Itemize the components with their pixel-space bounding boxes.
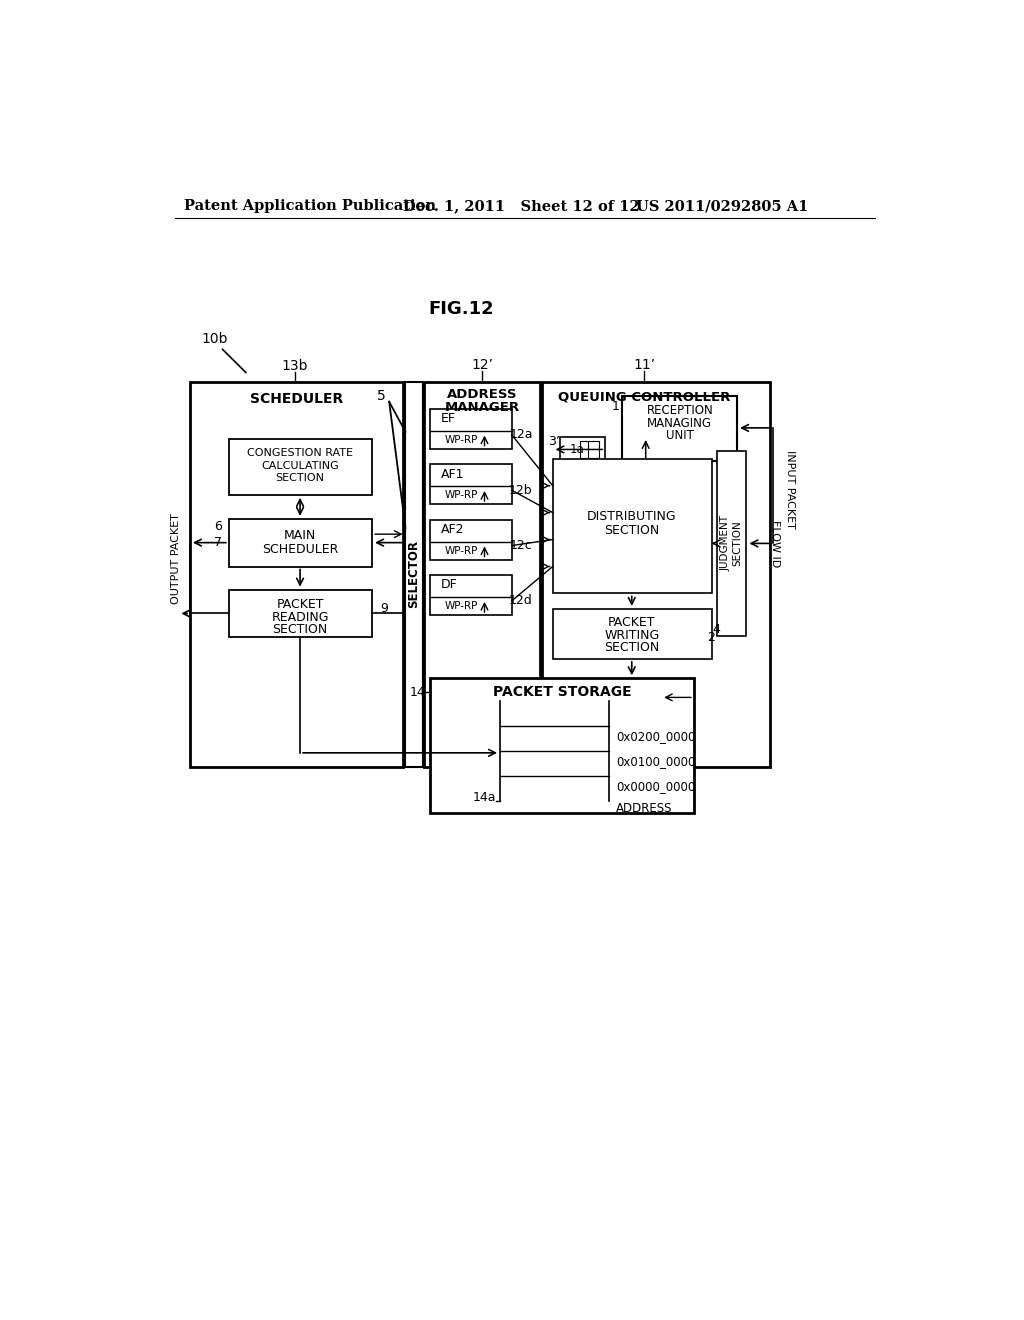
Text: 11’: 11’ bbox=[633, 358, 655, 372]
Text: US 2011/0292805 A1: US 2011/0292805 A1 bbox=[636, 199, 808, 213]
Text: EF: EF bbox=[441, 412, 456, 425]
Text: 0x0000_0000: 0x0000_0000 bbox=[616, 780, 695, 793]
Text: MAIN: MAIN bbox=[284, 529, 316, 543]
Text: PACKET STORAGE: PACKET STORAGE bbox=[493, 685, 632, 700]
Text: 4: 4 bbox=[713, 623, 720, 636]
Text: 2: 2 bbox=[707, 631, 715, 644]
Bar bbox=[430, 520, 512, 560]
Text: 1a: 1a bbox=[569, 444, 585, 455]
Bar bbox=[717, 451, 746, 636]
Text: SCHEDULER: SCHEDULER bbox=[262, 543, 338, 556]
Bar bbox=[580, 441, 599, 458]
Text: 12d: 12d bbox=[509, 594, 532, 607]
Text: 5: 5 bbox=[377, 388, 386, 403]
Bar bbox=[228, 519, 372, 566]
Text: OUTPUT PACKET: OUTPUT PACKET bbox=[171, 513, 181, 605]
Text: JUDGMENT
SECTION: JUDGMENT SECTION bbox=[721, 515, 742, 572]
Text: 0x0200_0000: 0x0200_0000 bbox=[616, 730, 695, 743]
Text: 13b: 13b bbox=[282, 359, 308, 374]
Text: FIG.12: FIG.12 bbox=[428, 300, 494, 318]
Text: DF: DF bbox=[441, 578, 458, 591]
Text: INPUT PACKET: INPUT PACKET bbox=[784, 450, 795, 529]
Text: AF2: AF2 bbox=[441, 523, 465, 536]
Text: READING: READING bbox=[271, 611, 329, 624]
Text: SECTION: SECTION bbox=[275, 473, 325, 483]
Text: 7: 7 bbox=[214, 536, 222, 549]
Text: FLOW ID: FLOW ID bbox=[770, 520, 780, 568]
Text: 12c: 12c bbox=[510, 539, 532, 552]
Text: 12a: 12a bbox=[509, 428, 532, 441]
Text: 14a: 14a bbox=[473, 791, 497, 804]
Bar bbox=[228, 440, 372, 495]
Bar bbox=[430, 576, 512, 615]
Text: WP-RP: WP-RP bbox=[444, 601, 477, 611]
Bar bbox=[553, 459, 712, 594]
Text: 14: 14 bbox=[410, 685, 425, 698]
Text: UNIT: UNIT bbox=[666, 429, 693, 442]
Text: WRITING: WRITING bbox=[604, 628, 659, 642]
Bar bbox=[430, 465, 512, 504]
Text: SELECTOR: SELECTOR bbox=[408, 540, 421, 609]
Text: Patent Application Publication: Patent Application Publication bbox=[183, 199, 436, 213]
Text: PACKET: PACKET bbox=[276, 598, 324, 611]
Bar bbox=[430, 678, 693, 813]
Text: 3’: 3’ bbox=[548, 436, 560, 449]
Text: RECEPTION: RECEPTION bbox=[646, 404, 713, 417]
Bar bbox=[560, 437, 605, 462]
Bar bbox=[430, 409, 512, 449]
Bar bbox=[542, 381, 770, 767]
Bar bbox=[228, 590, 372, 638]
Text: MANAGER: MANAGER bbox=[444, 400, 520, 413]
Text: 12’: 12’ bbox=[471, 358, 494, 372]
Text: CALCULATING: CALCULATING bbox=[261, 461, 339, 471]
Bar bbox=[623, 396, 737, 461]
Bar bbox=[553, 609, 712, 659]
Text: MANAGING: MANAGING bbox=[647, 417, 713, 430]
Text: PACKET: PACKET bbox=[608, 616, 655, 630]
Text: SECTION: SECTION bbox=[272, 623, 328, 636]
Text: SECTION: SECTION bbox=[604, 640, 659, 653]
Text: 10b: 10b bbox=[202, 333, 228, 346]
Text: 6: 6 bbox=[214, 520, 222, 533]
Text: 0x0100_0000: 0x0100_0000 bbox=[616, 755, 695, 768]
Text: QUEUING CONTROLLER: QUEUING CONTROLLER bbox=[558, 391, 730, 404]
Text: 9: 9 bbox=[380, 602, 388, 615]
Text: DISTRIBUTING: DISTRIBUTING bbox=[587, 510, 677, 523]
Text: ADDRESS: ADDRESS bbox=[616, 803, 673, 816]
Text: WP-RP: WP-RP bbox=[444, 545, 477, 556]
Bar bbox=[190, 381, 403, 767]
Text: SCHEDULER: SCHEDULER bbox=[250, 392, 343, 405]
Bar bbox=[406, 381, 423, 767]
Text: WP-RP: WP-RP bbox=[444, 490, 477, 500]
Text: CONGESTION RATE: CONGESTION RATE bbox=[247, 449, 353, 458]
Text: ADDRESS: ADDRESS bbox=[446, 388, 517, 401]
Text: WP-RP: WP-RP bbox=[444, 434, 477, 445]
Text: SECTION: SECTION bbox=[604, 524, 659, 537]
Text: Dec. 1, 2011   Sheet 12 of 12: Dec. 1, 2011 Sheet 12 of 12 bbox=[403, 199, 640, 213]
Bar bbox=[424, 381, 541, 767]
Text: 1: 1 bbox=[611, 400, 620, 413]
Text: 12b: 12b bbox=[509, 483, 532, 496]
Text: AF1: AF1 bbox=[441, 467, 465, 480]
